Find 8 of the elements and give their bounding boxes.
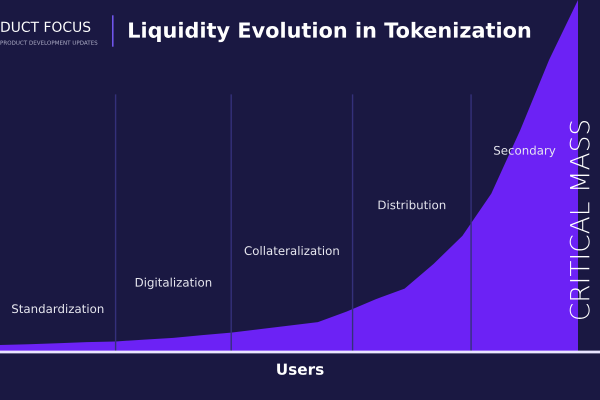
annotation: Digitalization	[136, 278, 212, 290]
text: Liquidity Evolution in Tokenization	[129, 22, 530, 42]
annotation: Distribution	[378, 200, 446, 210]
annotation: DUCT FOCUS	[1, 22, 90, 32]
x-axis-title: Users	[277, 364, 324, 375]
annotation: CRITICAL MASS	[570, 120, 590, 319]
annotation: Collateralization	[244, 246, 339, 256]
annotation: Standardization	[12, 304, 104, 314]
